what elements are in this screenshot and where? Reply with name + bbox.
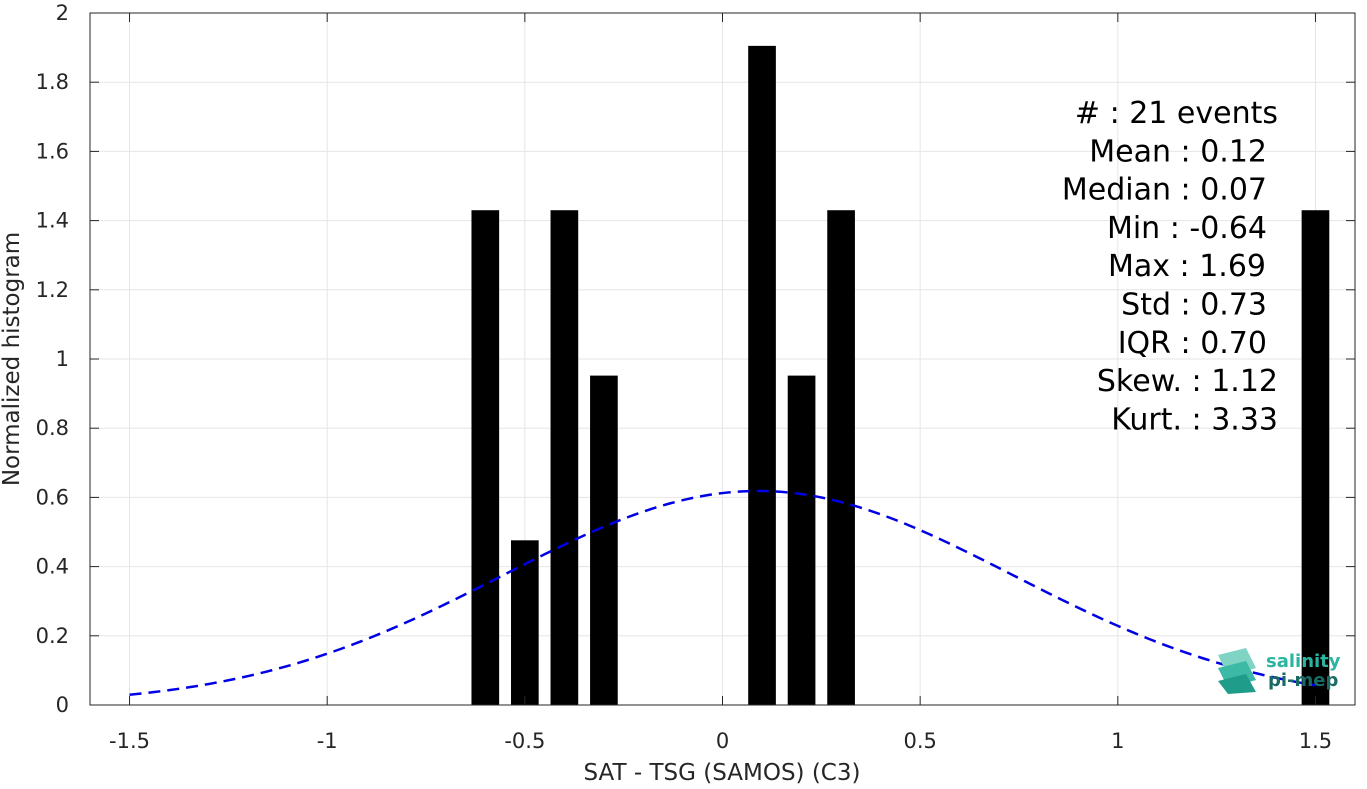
stats-line: IQR : 0.70 xyxy=(1118,326,1267,361)
x-axis-label: SAT - TSG (SAMOS) (C3) xyxy=(584,760,861,785)
stats-line: Median : 0.07 xyxy=(1062,173,1267,208)
y-tick-label: 1 xyxy=(56,347,69,371)
y-axis-label: Normalized histogram xyxy=(0,232,25,486)
x-tick-labels: -1.5 -1 -0.5 0 0.5 1 1.5 xyxy=(109,729,1332,753)
stats-line: Min : -0.64 xyxy=(1107,211,1267,246)
y-tick-label: 1.4 xyxy=(36,209,69,233)
y-tick-labels: 0 0.2 0.4 0.6 0.8 1 1.2 1.4 1.6 1.8 2 xyxy=(36,1,69,717)
y-tick-label: 2 xyxy=(56,1,69,25)
stats-line: Std : 0.73 xyxy=(1121,288,1267,323)
y-tick-label: 1.2 xyxy=(36,278,69,302)
salinity-pimep-logo: salinity pi-mep xyxy=(1218,648,1341,694)
x-tick-label: -0.5 xyxy=(504,729,545,753)
logo-line1: salinity xyxy=(1266,651,1341,672)
stats-line: Mean : 0.12 xyxy=(1089,134,1267,169)
tick-marks xyxy=(90,12,1355,706)
histogram-bar xyxy=(471,210,500,705)
y-tick-label: 0.2 xyxy=(36,624,69,648)
x-tick-label: 0 xyxy=(716,729,729,753)
histogram-bar xyxy=(1301,210,1330,705)
gaussian-fit-curve xyxy=(129,489,1316,696)
y-tick-label: 0.8 xyxy=(36,416,69,440)
stats-line: Skew. : 1.12 xyxy=(1097,364,1278,399)
x-tick-label: 1 xyxy=(1111,729,1124,753)
x-tick-label: 0.5 xyxy=(903,729,936,753)
histogram-bar xyxy=(748,45,776,706)
x-tick-label: 1.5 xyxy=(1299,729,1332,753)
y-tick-label: 0.4 xyxy=(36,555,69,579)
y-tick-label: 1.8 xyxy=(36,70,69,94)
y-tick-label: 1.6 xyxy=(36,139,69,163)
histogram-bar xyxy=(787,375,816,705)
y-tick-label: 0.6 xyxy=(36,485,69,509)
bars-layer xyxy=(471,45,1330,706)
logo-mark-icon xyxy=(1218,648,1256,694)
stats-line: Kurt. : 3.33 xyxy=(1111,402,1278,437)
stats-line: # : 21 events xyxy=(1075,96,1278,131)
logo-line2: pi-mep xyxy=(1268,670,1338,691)
y-tick-label: 0 xyxy=(56,693,69,717)
x-tick-label: -1.5 xyxy=(109,729,150,753)
stats-line: Max : 1.69 xyxy=(1108,249,1266,284)
x-tick-label: -1 xyxy=(317,729,338,753)
histogram-bar xyxy=(827,210,855,705)
histogram-bar xyxy=(590,375,618,705)
histogram-bar xyxy=(550,210,579,705)
